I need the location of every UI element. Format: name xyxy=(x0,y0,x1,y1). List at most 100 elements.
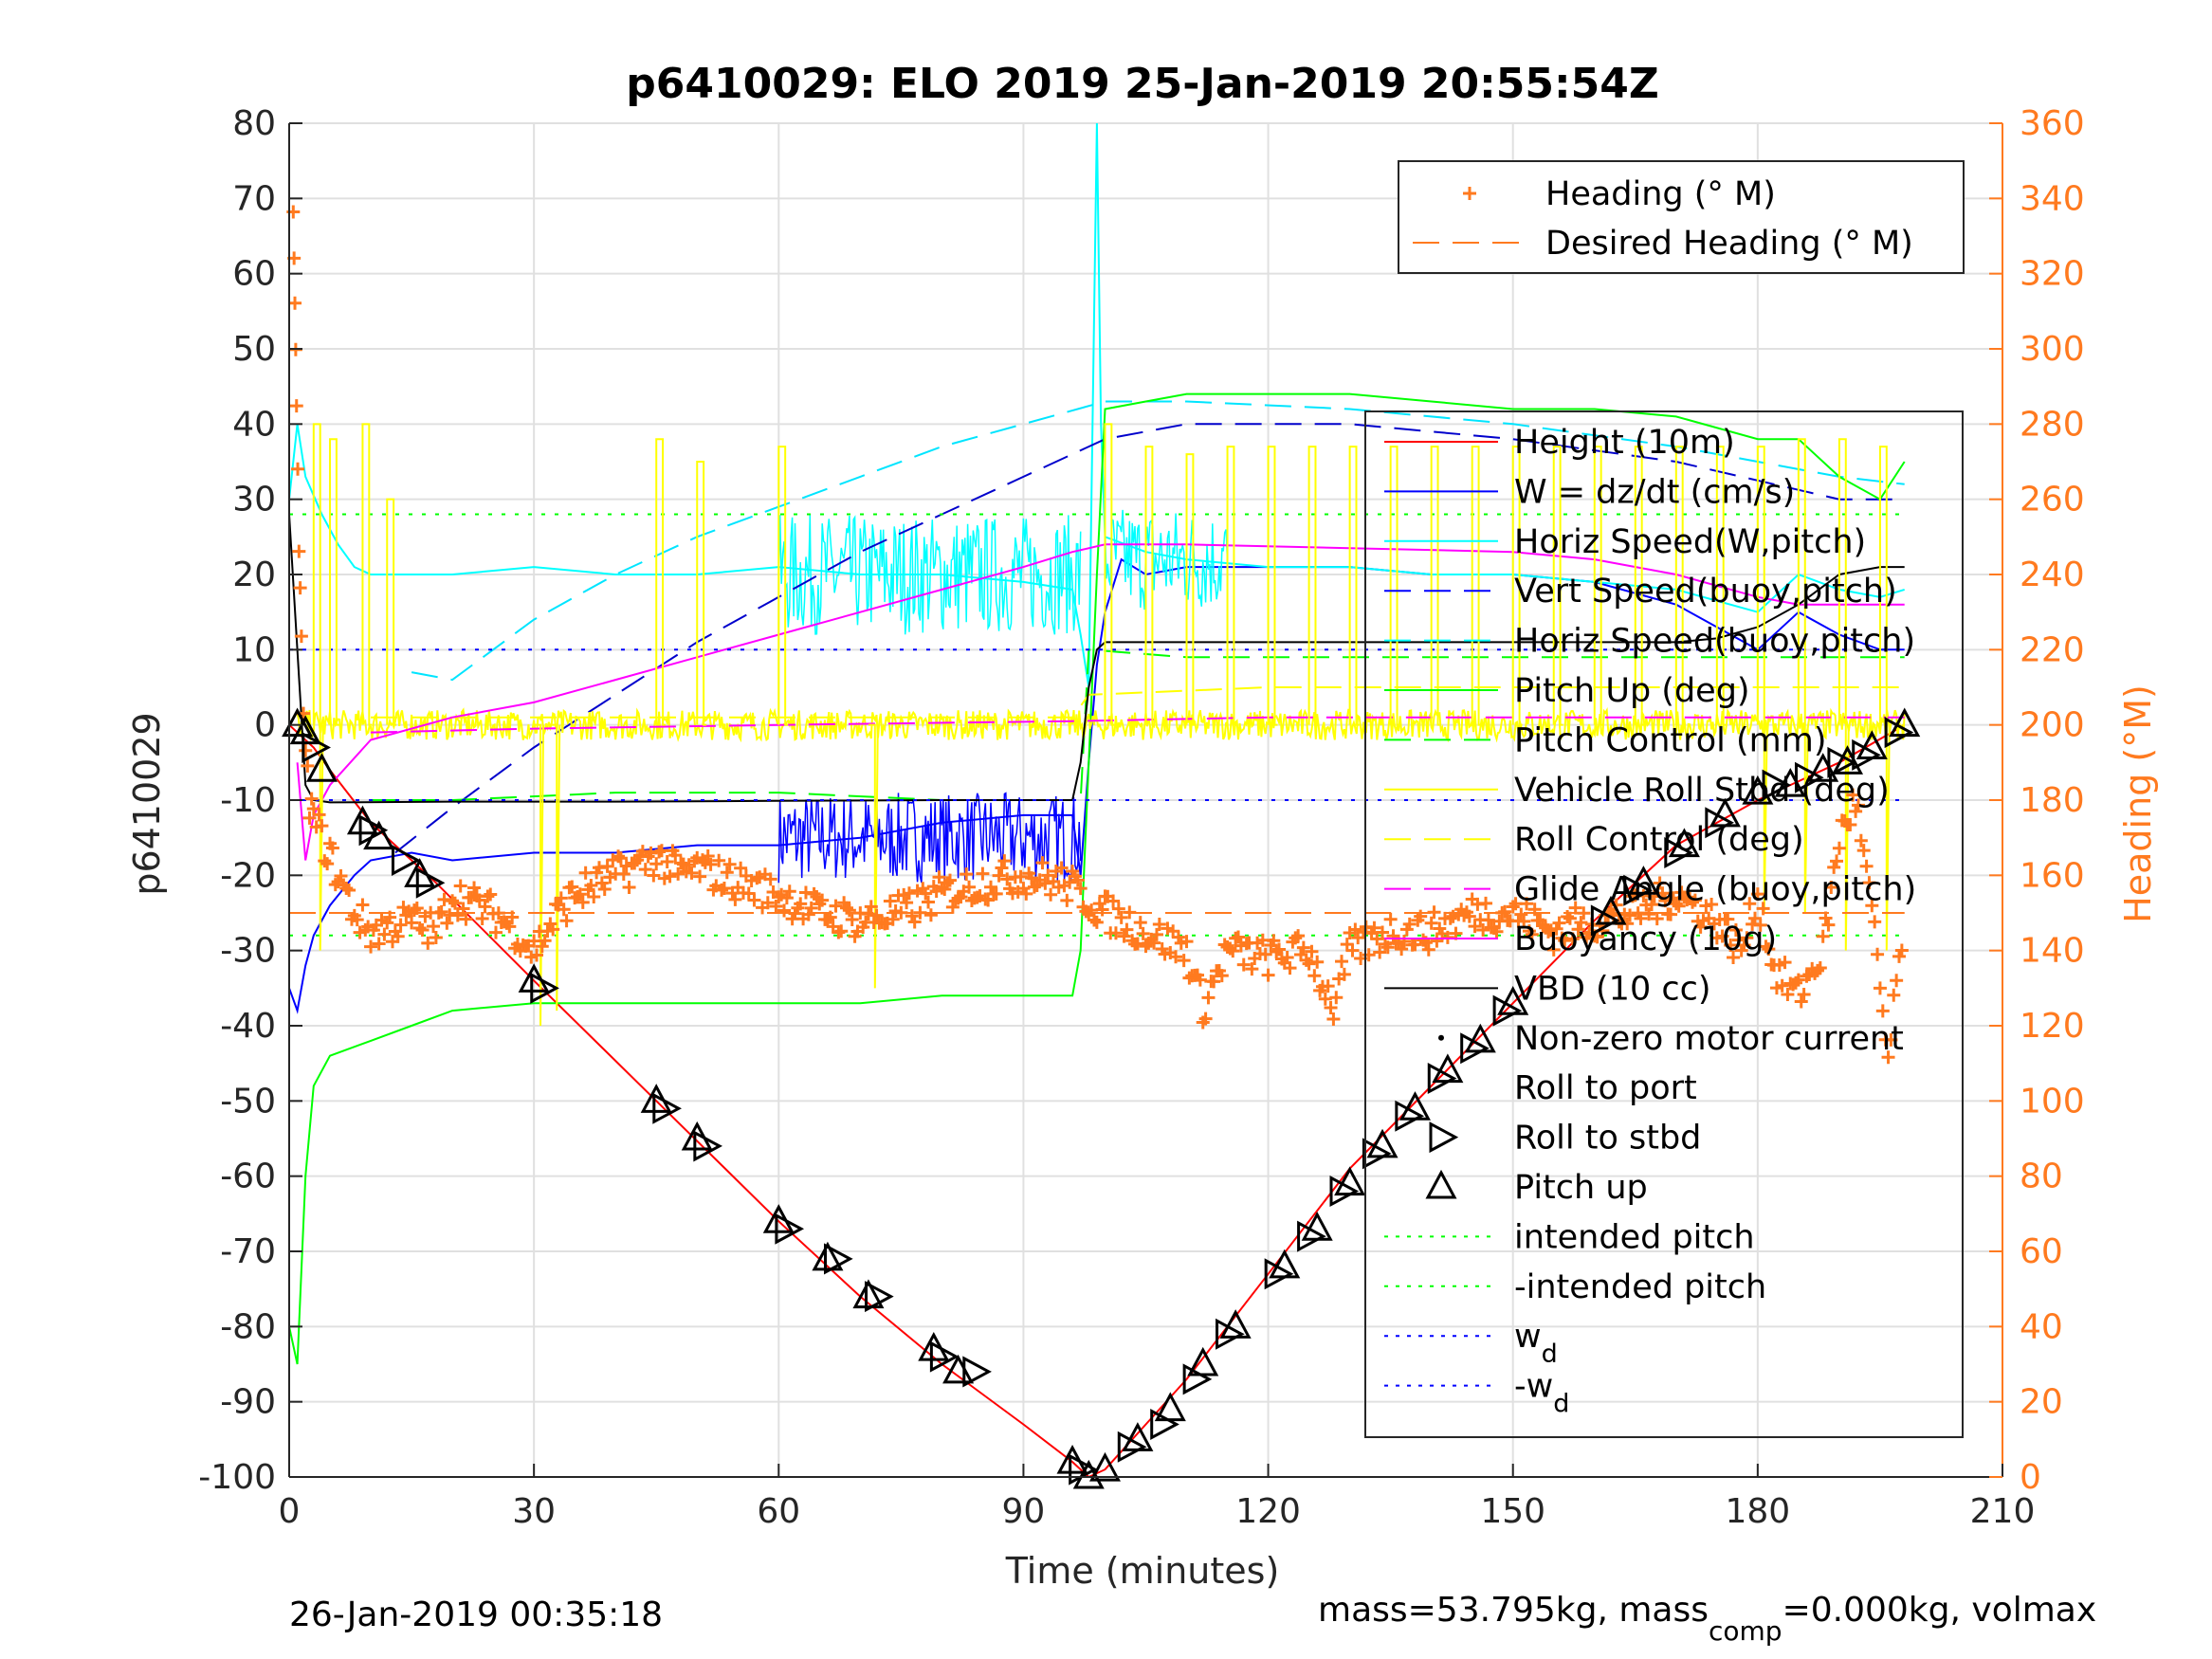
heading-marker xyxy=(1881,1050,1895,1065)
heading-marker xyxy=(1201,991,1216,1005)
heading-marker xyxy=(1791,973,1805,987)
roll-spike xyxy=(868,723,879,989)
heading-marker xyxy=(1574,916,1588,930)
heading-marker xyxy=(1035,856,1050,870)
heading-marker xyxy=(613,851,628,866)
legend-main-box xyxy=(1364,410,1964,1438)
heading-marker xyxy=(1440,930,1454,944)
y2-tick-label: 340 xyxy=(2020,179,2085,218)
heading-marker xyxy=(1427,905,1441,920)
y-tick-label: -20 xyxy=(220,856,276,895)
heading-marker xyxy=(1514,907,1528,921)
legend-main-label: Roll to port xyxy=(1514,1069,1697,1107)
heading-marker xyxy=(1536,918,1550,932)
roll-spike xyxy=(1144,446,1156,726)
x-tick-label: 150 xyxy=(1480,1492,1545,1531)
heading-marker xyxy=(1198,1012,1213,1026)
heading-marker xyxy=(1373,945,1387,959)
heading-marker xyxy=(1705,898,1719,912)
y-tick-label: -80 xyxy=(220,1307,276,1346)
roll-stbd-marker xyxy=(530,972,559,1004)
heading-marker xyxy=(913,905,927,920)
heading-marker xyxy=(1873,981,1887,995)
heading-marker xyxy=(301,758,315,773)
heading-marker xyxy=(720,866,734,880)
legend-main-label: Vert Speed(buoy,pitch) xyxy=(1514,573,1897,611)
heading-marker xyxy=(1563,911,1577,925)
roll-spike xyxy=(1593,446,1604,726)
roll-stbd-marker xyxy=(693,1130,723,1162)
heading-marker xyxy=(1307,969,1322,983)
y2-tick-label: 80 xyxy=(2020,1158,2063,1196)
heading-marker xyxy=(728,892,742,906)
roll-stbd-marker xyxy=(1264,1258,1294,1290)
roll-spike xyxy=(386,498,397,726)
heading-marker xyxy=(503,920,517,934)
legend-main-label: -intended pitch xyxy=(1514,1268,1766,1306)
series-horiz-cyan-noise xyxy=(777,515,1082,635)
heading-marker xyxy=(377,927,392,941)
heading-marker xyxy=(839,901,853,915)
heading-marker xyxy=(1498,904,1512,919)
y-tick-label: 10 xyxy=(232,630,276,669)
heading-marker xyxy=(1054,861,1069,875)
heading-marker xyxy=(1830,854,1844,868)
heading-marker xyxy=(446,894,460,908)
heading-marker xyxy=(1397,934,1411,948)
heading-marker xyxy=(1177,954,1191,968)
heading-marker xyxy=(1797,988,1811,1001)
heading-marker xyxy=(1832,841,1846,855)
legends: Heading (° M) Desired Heading (° M) Height… xyxy=(1364,160,1965,1438)
y2-tick-label: 180 xyxy=(2020,781,2085,820)
heading-marker xyxy=(894,905,908,920)
heading-marker xyxy=(1215,969,1229,983)
heading-marker xyxy=(1658,894,1673,908)
y2-tick-label: 240 xyxy=(2020,556,2085,594)
heading-marker xyxy=(488,925,503,939)
heading-marker xyxy=(782,884,796,899)
heading-marker xyxy=(1781,987,1795,1001)
heading-marker xyxy=(1120,922,1134,937)
heading-marker xyxy=(1565,932,1580,946)
heading-marker xyxy=(1111,902,1125,916)
legend-main-label: Vehicle Roll Stbd (deg) xyxy=(1514,772,1890,810)
heading-marker xyxy=(459,912,473,926)
heading-marker xyxy=(907,915,922,929)
heading-marker xyxy=(453,879,467,893)
pitch-up-marker xyxy=(289,715,321,745)
roll-spike xyxy=(696,461,707,726)
heading-marker xyxy=(505,910,520,924)
heading-marker xyxy=(638,863,652,877)
heading-marker xyxy=(760,896,775,910)
heading-marker xyxy=(1753,918,1767,932)
heading-marker xyxy=(1552,916,1566,930)
heading-marker xyxy=(1669,897,1683,911)
roll-stbd-marker xyxy=(1492,994,1523,1027)
heading-marker xyxy=(1727,950,1741,964)
heading-marker xyxy=(1794,994,1808,1009)
roll-stbd-marker xyxy=(865,1281,894,1313)
heading-marker xyxy=(960,867,974,882)
heading-marker xyxy=(1688,893,1702,907)
heading-marker xyxy=(1894,943,1909,957)
heading-marker xyxy=(1810,963,1824,977)
y-tick-label: 50 xyxy=(232,330,276,369)
legend-main-label: Pitch Control (mm) xyxy=(1514,721,1826,759)
heading-marker xyxy=(393,918,408,932)
heading-marker xyxy=(923,908,938,922)
heading-marker xyxy=(1542,924,1555,939)
heading-marker xyxy=(1724,939,1738,953)
heading-marker xyxy=(1207,975,1221,989)
heading-marker xyxy=(1862,876,1876,890)
heading-marker xyxy=(1672,899,1686,913)
heading-marker xyxy=(1329,991,1344,1005)
heading-marker xyxy=(1171,930,1185,944)
heading-marker xyxy=(481,889,495,903)
x-tick-label: 0 xyxy=(279,1492,301,1531)
heading-marker xyxy=(302,811,317,825)
heading-marker xyxy=(312,808,326,822)
roll-stbd-marker xyxy=(1395,1100,1425,1132)
heading-marker xyxy=(597,883,612,897)
legend-main-label: Buoyancy (10g) xyxy=(1514,921,1777,958)
heading-marker xyxy=(1296,940,1310,955)
